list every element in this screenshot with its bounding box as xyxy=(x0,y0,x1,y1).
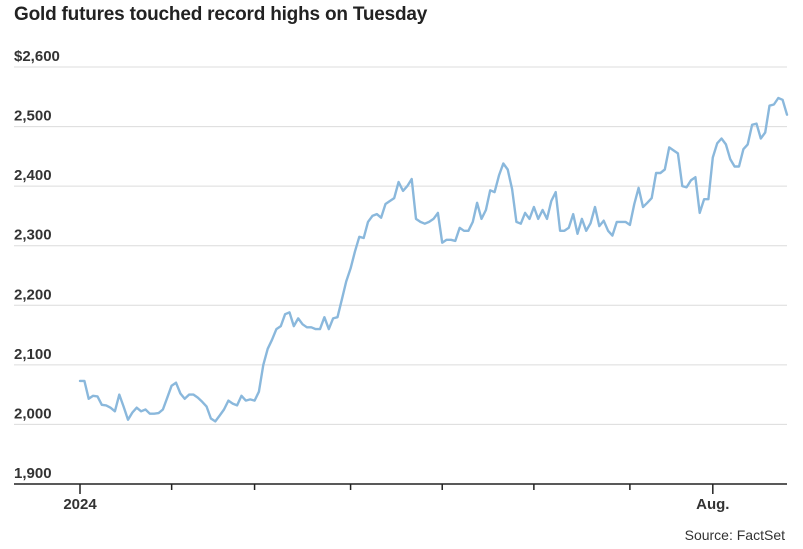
x-tick-label: Aug. xyxy=(696,496,729,513)
y-tick-label: 1,900 xyxy=(14,465,52,482)
x-axis xyxy=(14,483,787,494)
y-tick-label: 2,100 xyxy=(14,346,52,363)
y-tick-label: 2,200 xyxy=(14,286,52,303)
y-tick-label: $2,600 xyxy=(14,48,60,65)
y-tick-labels: 1,900 2,000 2,100 2,200 2,300 2,400 2,500 $2,60… xyxy=(14,48,60,482)
y-tick-label: 2,500 xyxy=(14,108,52,125)
y-tick-label: 2,400 xyxy=(14,167,52,184)
chart-title: Gold futures touched record highs on Tue… xyxy=(14,4,428,25)
x-tick-label: 2024 xyxy=(63,496,97,513)
y-tick-label: 2,000 xyxy=(14,405,52,422)
grid-lines xyxy=(14,66,787,425)
gold-price-line xyxy=(78,96,789,423)
x-tick-labels: 2024 Aug. xyxy=(63,496,729,513)
source-note: Source: FactSet xyxy=(684,527,785,543)
y-tick-label: 2,300 xyxy=(14,227,52,244)
price-series xyxy=(78,96,789,423)
